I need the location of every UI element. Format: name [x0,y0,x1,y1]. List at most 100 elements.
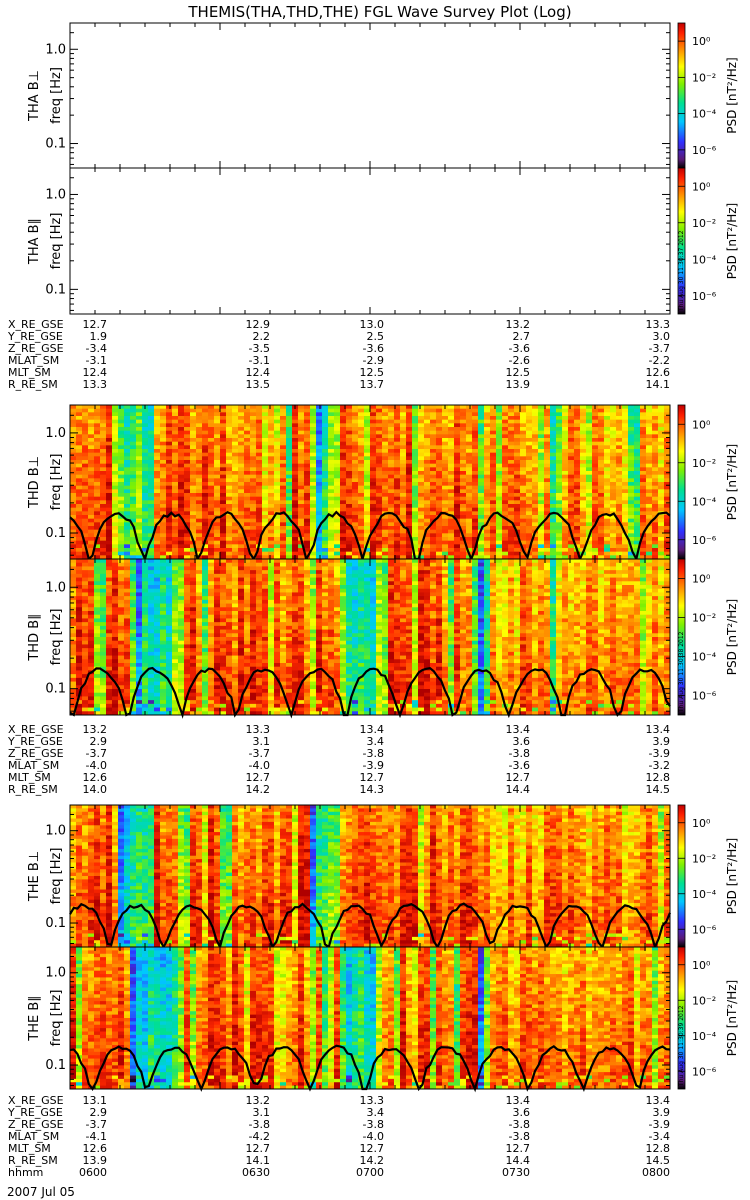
heatmap-cell [166,405,173,410]
heatmap-cell [208,478,215,483]
heatmap-cell [316,507,323,512]
heatmap-cell [130,711,137,716]
heatmap-cell [568,478,575,483]
heatmap-cell [76,441,83,446]
heatmap-cell [514,419,521,424]
heatmap-cell [538,416,545,421]
heatmap-cell [76,412,83,417]
heatmap-cell [220,485,227,490]
heatmap-cell [454,555,461,560]
heatmap-cell [358,471,365,476]
heatmap-cell [304,434,311,439]
heatmap-cell [664,504,671,509]
heatmap-cell [88,518,95,523]
heatmap-cell [334,419,341,424]
heatmap-cell [622,430,629,435]
heatmap-cell [172,537,179,542]
heatmap-cell [394,434,401,439]
heatmap-cell [76,707,83,712]
heatmap-cell [496,445,503,450]
heatmap-cell [322,408,329,413]
heatmap-cell [82,648,89,653]
heatmap-cell [82,685,89,690]
heatmap-cell [100,456,107,461]
heatmap-cell [556,500,563,505]
heatmap-cell [346,423,353,428]
heatmap-cell [496,434,503,439]
heatmap-cell [496,489,503,494]
heatmap-cell [142,423,149,428]
heatmap-cell [130,614,137,619]
heatmap-cell [280,489,287,494]
heatmap-cell [370,452,377,457]
heatmap-cell [130,625,137,630]
heatmap-cell [520,529,527,534]
heatmap-cell [166,496,173,501]
heatmap-cell [106,677,113,682]
heatmap-cell [184,463,191,468]
heatmap-cell [472,493,479,498]
heatmap-cell [250,471,257,476]
heatmap-cell [226,493,233,498]
heatmap-cell [484,500,491,505]
heatmap-cell [400,434,407,439]
heatmap-cell [208,515,215,520]
heatmap-cell [622,474,629,479]
heatmap-cell [88,659,95,664]
heatmap-cell [322,496,329,501]
heatmap-cell [322,434,329,439]
heatmap-cell [550,548,557,553]
heatmap-cell [142,460,149,465]
heatmap-cell [496,507,503,512]
heatmap-cell [214,449,221,454]
heatmap-cell [436,518,443,523]
heatmap-cell [124,482,131,487]
heatmap-cell [250,441,257,446]
heatmap-cell [136,607,143,612]
heatmap-cell [376,471,383,476]
heatmap-cell [160,467,167,472]
heatmap-cell [520,423,527,428]
heatmap-cell [364,515,371,520]
heatmap-cell [94,663,101,668]
heatmap-cell [94,522,101,527]
heatmap-cell [76,416,83,421]
heatmap-cell [154,551,161,556]
heatmap-cell [562,555,569,560]
heatmap-cell [160,416,167,421]
heatmap-cell [502,441,509,446]
heatmap-cell [466,555,473,560]
heatmap-cell [148,441,155,446]
heatmap-cell [286,467,293,472]
heatmap-cell [340,412,347,417]
heatmap-cell [508,408,515,413]
heatmap-cell [124,596,131,601]
heatmap-cell [184,438,191,443]
heatmap-cell [622,416,629,421]
heatmap-cell [568,449,575,454]
heatmap-cell [208,504,215,509]
heatmap-cell [172,463,179,468]
heatmap-cell [472,504,479,509]
heatmap-cell [574,405,581,410]
heatmap-cell [526,438,533,443]
heatmap-cell [544,408,551,413]
heatmap-cell [232,460,239,465]
heatmap-cell [322,515,329,520]
heatmap-cell [190,460,197,465]
heatmap-cell [580,445,587,450]
heatmap-cell [400,405,407,410]
heatmap-cell [220,463,227,468]
heatmap-cell [268,496,275,501]
heatmap-cell [394,456,401,461]
heatmap-cell [184,555,191,560]
heatmap-cell [100,670,107,675]
heatmap-cell [634,412,641,417]
heatmap-cell [592,507,599,512]
heatmap-cell [298,405,305,410]
heatmap-cell [598,419,605,424]
heatmap-cell [652,408,659,413]
heatmap-cell [148,405,155,410]
heatmap-cell [298,489,305,494]
heatmap-cell [136,573,143,578]
